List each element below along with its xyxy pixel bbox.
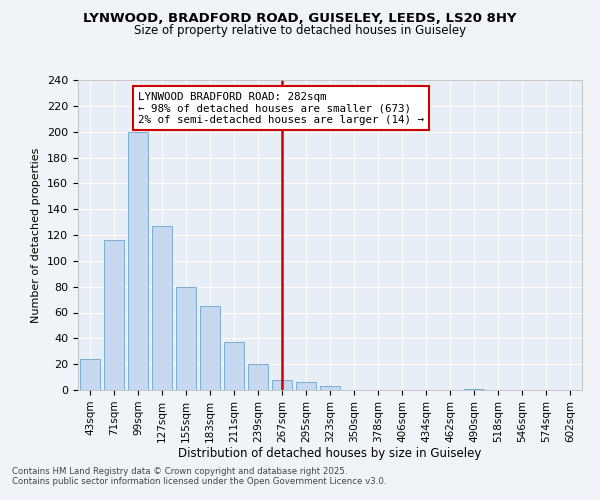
X-axis label: Distribution of detached houses by size in Guiseley: Distribution of detached houses by size … xyxy=(178,448,482,460)
Bar xyxy=(272,380,292,390)
Text: LYNWOOD, BRADFORD ROAD, GUISELEY, LEEDS, LS20 8HY: LYNWOOD, BRADFORD ROAD, GUISELEY, LEEDS,… xyxy=(83,12,517,26)
Bar xyxy=(296,382,316,390)
Bar xyxy=(176,286,196,390)
Bar xyxy=(224,342,244,390)
Bar xyxy=(152,226,172,390)
Bar xyxy=(104,240,124,390)
Text: LYNWOOD BRADFORD ROAD: 282sqm
← 98% of detached houses are smaller (673)
2% of s: LYNWOOD BRADFORD ROAD: 282sqm ← 98% of d… xyxy=(138,92,424,125)
Y-axis label: Number of detached properties: Number of detached properties xyxy=(31,148,41,322)
Text: Contains public sector information licensed under the Open Government Licence v3: Contains public sector information licen… xyxy=(12,477,386,486)
Text: Size of property relative to detached houses in Guiseley: Size of property relative to detached ho… xyxy=(134,24,466,37)
Bar xyxy=(248,364,268,390)
Bar xyxy=(128,132,148,390)
Text: Contains HM Land Registry data © Crown copyright and database right 2025.: Contains HM Land Registry data © Crown c… xyxy=(12,467,347,476)
Bar xyxy=(80,359,100,390)
Bar xyxy=(200,306,220,390)
Bar xyxy=(464,388,484,390)
Bar xyxy=(320,386,340,390)
